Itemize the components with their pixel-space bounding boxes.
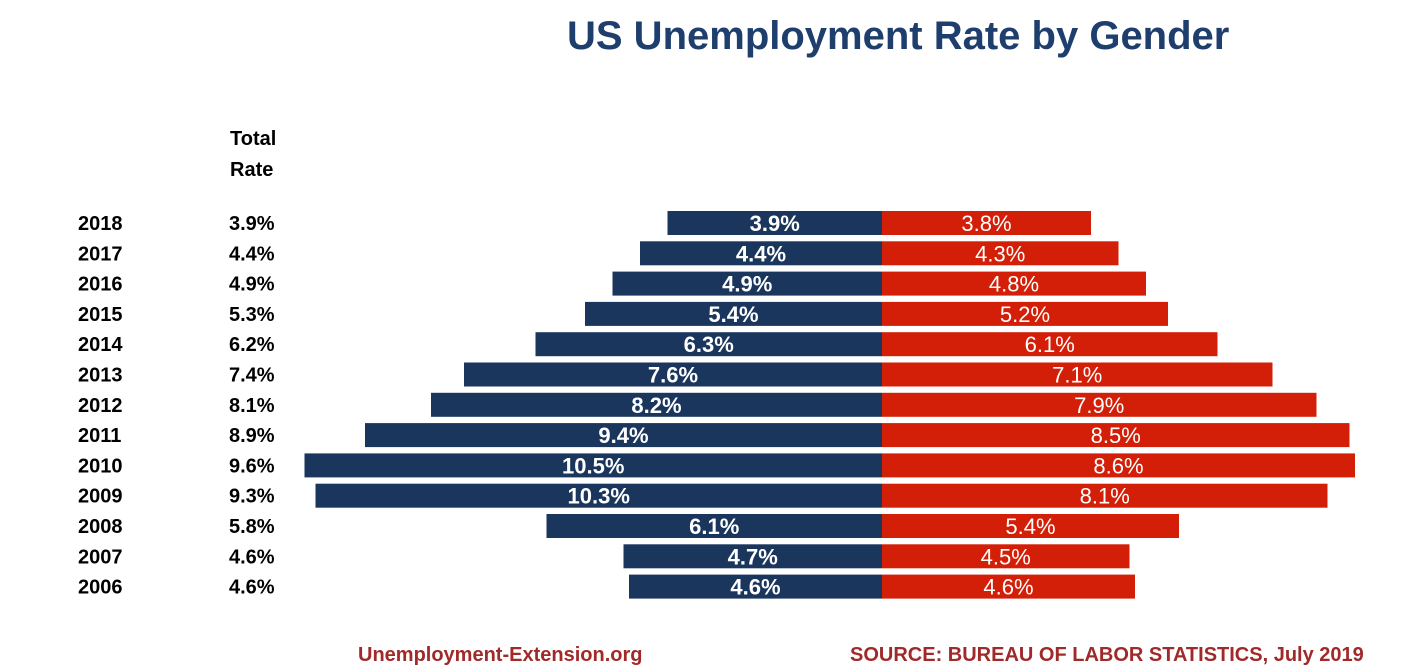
left-bar-value-label: 8.2% xyxy=(631,393,681,418)
total-rate-label: 5.3% xyxy=(229,304,275,326)
year-label: 2007 xyxy=(78,546,123,568)
left-bar xyxy=(585,301,882,326)
total-rate-header-line-1: Total xyxy=(230,128,277,150)
left-bar xyxy=(535,332,882,357)
left-bar xyxy=(640,241,882,266)
right-bar xyxy=(882,362,1273,387)
right-bar xyxy=(882,453,1355,478)
right-bar xyxy=(882,332,1218,357)
total-rate-header: Total Rate xyxy=(230,124,276,186)
left-bar xyxy=(667,211,882,235)
left-bar-value-label: 6.3% xyxy=(684,332,734,357)
total-rate-label: 6.2% xyxy=(229,334,275,356)
right-bar-value-label: 3.8% xyxy=(961,211,1011,236)
left-bar xyxy=(612,271,882,296)
right-bar-value-label: 4.5% xyxy=(981,544,1031,569)
right-bar-value-label: 7.1% xyxy=(1052,363,1102,388)
total-rate-label: 9.6% xyxy=(229,455,275,477)
right-bar xyxy=(882,574,1135,599)
left-bar-value-label: 4.4% xyxy=(736,241,786,266)
right-bar xyxy=(882,241,1119,266)
year-label: 2008 xyxy=(78,516,123,538)
total-rate-label: 9.3% xyxy=(229,486,275,508)
left-bar xyxy=(431,392,882,417)
right-bar xyxy=(882,271,1146,296)
year-label: 2010 xyxy=(78,455,123,477)
total-rate-label: 4.6% xyxy=(229,577,275,599)
right-bar-value-label: 8.5% xyxy=(1091,423,1141,448)
right-bar xyxy=(882,544,1130,569)
left-bar xyxy=(365,423,882,448)
right-bar xyxy=(882,423,1350,448)
right-bar-value-label: 5.4% xyxy=(1005,514,1055,539)
left-bar-value-label: 3.9% xyxy=(750,211,800,236)
left-bar xyxy=(464,362,882,387)
total-rate-label: 8.1% xyxy=(229,395,275,417)
right-bar-value-label: 7.9% xyxy=(1074,393,1124,418)
total-rate-label: 3.9% xyxy=(229,213,275,235)
year-label: 2009 xyxy=(78,486,123,508)
year-label: 2006 xyxy=(78,577,123,599)
year-label: 2017 xyxy=(78,243,123,265)
right-bar xyxy=(882,483,1328,508)
right-bar xyxy=(882,514,1179,538)
right-bar xyxy=(882,301,1168,326)
left-bar-value-label: 4.9% xyxy=(722,272,772,297)
left-bar-value-label: 6.1% xyxy=(689,514,739,539)
left-bar-value-label: 7.6% xyxy=(648,363,698,388)
year-label: 2015 xyxy=(78,304,123,326)
year-label: 2018 xyxy=(78,213,123,235)
left-bar xyxy=(629,574,882,599)
total-rate-label: 5.8% xyxy=(229,516,275,538)
left-bar xyxy=(315,483,882,508)
right-bar-value-label: 4.3% xyxy=(975,241,1025,266)
right-bar-value-label: 4.6% xyxy=(983,575,1033,600)
left-bar-value-label: 5.4% xyxy=(708,302,758,327)
left-bar-value-label: 4.7% xyxy=(728,544,778,569)
total-rate-label: 4.9% xyxy=(229,274,275,296)
total-rate-label: 4.4% xyxy=(229,243,275,265)
right-bar-value-label: 4.8% xyxy=(989,272,1039,297)
footer-source-note: SOURCE: BUREAU OF LABOR STATISTICS, July… xyxy=(850,644,1364,666)
total-rate-label: 7.4% xyxy=(229,365,275,387)
year-label: 2013 xyxy=(78,365,123,387)
left-bar-value-label: 10.3% xyxy=(568,484,630,509)
year-label: 2014 xyxy=(78,334,123,356)
total-rate-label: 8.9% xyxy=(229,425,275,447)
left-bar xyxy=(546,514,882,538)
total-rate-header-line-2: Rate xyxy=(230,159,274,181)
year-label: 2011 xyxy=(78,425,121,447)
total-rate-label: 4.6% xyxy=(229,546,275,568)
left-bar xyxy=(304,453,882,478)
right-bar-value-label: 8.1% xyxy=(1080,484,1130,509)
year-label: 2016 xyxy=(78,274,123,296)
chart-title: US Unemployment Rate by Gender xyxy=(567,14,1230,58)
right-bar xyxy=(882,211,1091,235)
year-label: 2012 xyxy=(78,395,123,417)
left-bar-value-label: 10.5% xyxy=(562,453,624,478)
right-bar-value-label: 6.1% xyxy=(1025,332,1075,357)
left-bar xyxy=(623,544,882,569)
footer-site-name: Unemployment-Extension.org xyxy=(358,644,643,666)
right-bar-value-label: 8.6% xyxy=(1093,453,1143,478)
right-bar-value-label: 5.2% xyxy=(1000,302,1050,327)
left-bar-value-label: 4.6% xyxy=(730,575,780,600)
right-bar xyxy=(882,392,1317,417)
left-bar-value-label: 9.4% xyxy=(598,423,648,448)
